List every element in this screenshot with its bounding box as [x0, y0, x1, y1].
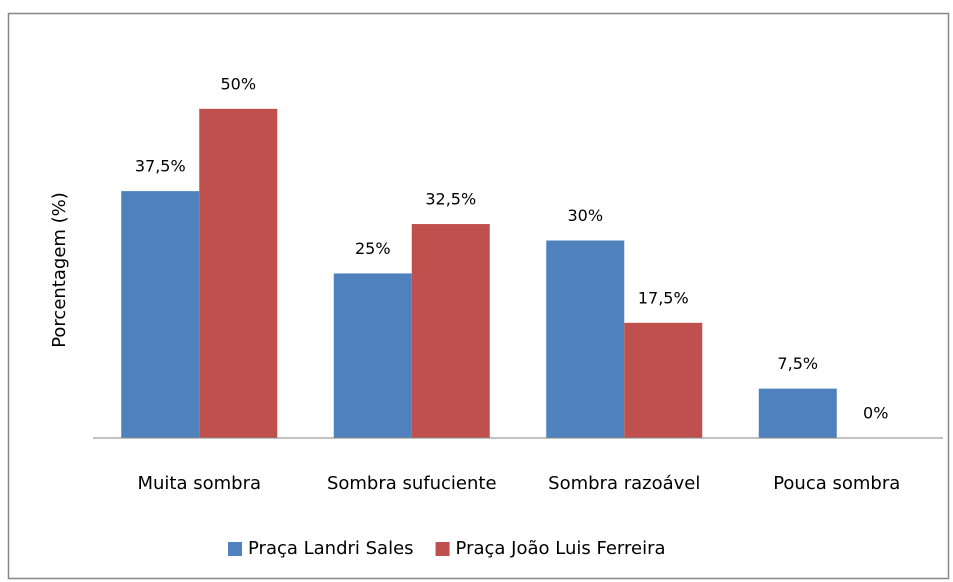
data-label: 50% [220, 74, 256, 93]
data-label: 30% [567, 206, 603, 225]
data-label: 0% [863, 404, 888, 423]
legend-swatch [228, 542, 242, 556]
x-tick-label: Pouca sombra [773, 473, 900, 494]
bar [411, 224, 490, 438]
bar [121, 191, 200, 438]
bar [758, 388, 837, 438]
x-tick-label: Muita sombra [137, 473, 261, 494]
x-tick-label: Sombra razoável [548, 473, 700, 494]
x-tick-label: Sombra sufuciente [327, 473, 497, 494]
data-label: 25% [355, 239, 391, 258]
legend-swatch [435, 542, 450, 556]
data-label: 37,5% [135, 157, 186, 176]
bar [333, 273, 412, 438]
y-axis-label: Porcentagem (%) [49, 192, 70, 348]
bar [199, 108, 278, 438]
bar [624, 322, 703, 438]
data-label: 7,5% [777, 354, 818, 373]
legend-label: Praça Landri Sales [248, 538, 414, 559]
data-label: 32,5% [425, 190, 476, 209]
legend-label: Praça João Luis Ferreira [456, 538, 666, 559]
bar [546, 240, 625, 438]
data-label: 17,5% [638, 288, 689, 307]
